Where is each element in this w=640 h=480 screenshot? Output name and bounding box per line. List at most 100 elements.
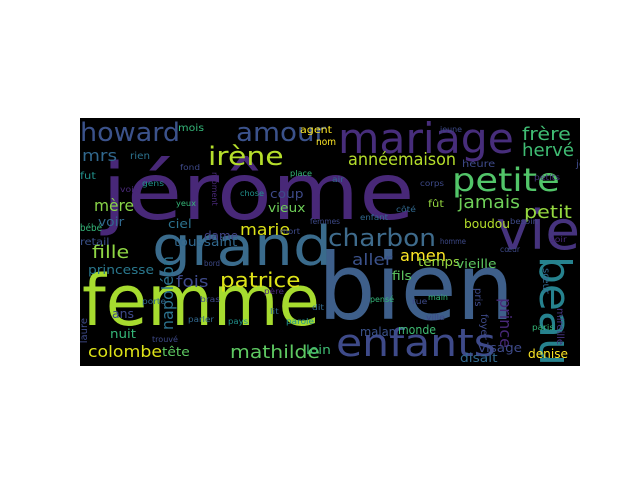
cloud-word-rien: rien: [130, 151, 150, 162]
cloud-word-soeur: sœur: [540, 268, 551, 294]
cloud-word-rue: rue: [412, 297, 428, 306]
cloud-word-enfant: enfant: [360, 213, 388, 222]
cloud-word-parole: parole: [286, 317, 315, 326]
cloud-word-jerome: jérôme: [102, 148, 415, 238]
cloud-word-bras: bras: [200, 295, 221, 304]
cloud-word-yeux: yeux: [176, 199, 196, 208]
cloud-word-air: air: [332, 175, 344, 184]
cloud-word-temps: temps: [418, 255, 460, 269]
cloud-word-corps: corps: [420, 179, 444, 188]
cloud-word-pris: pris: [472, 288, 483, 307]
cloud-word-paris: paris: [532, 323, 554, 332]
cloud-word-fond: fond: [180, 163, 201, 172]
cloud-word-vieux: vieux: [268, 201, 306, 215]
cloud-word-fils: fils: [392, 269, 412, 283]
cloud-word-disait: disait: [460, 351, 498, 365]
cloud-word-heure: heure: [462, 159, 496, 170]
cloud-word-place: place: [290, 169, 313, 178]
cloud-word-bien: bien: [318, 234, 515, 341]
cloud-word-loin: loin: [306, 343, 331, 357]
cloud-word-irene: irène: [208, 142, 284, 172]
cloud-word-jeune: jeune: [440, 125, 462, 134]
cloud-word-petits: petits: [534, 173, 561, 182]
cloud-word-nom: nom: [316, 137, 337, 148]
cloud-word-moment: moment: [210, 172, 219, 206]
cloud-word-amour: amour: [236, 118, 326, 148]
cloud-word-jour: jour: [576, 159, 580, 170]
cloud-word-lit: lit: [270, 307, 279, 316]
cloud-word-fut-accent: fût: [428, 199, 444, 210]
cloud-word-bord: bord: [204, 259, 221, 268]
cloud-word-mrs: mrs: [82, 146, 118, 165]
cloud-word-femme: femme: [82, 260, 321, 342]
cloud-word-aller: aller: [352, 250, 393, 269]
cloud-word-petit: petit: [524, 202, 572, 223]
cloud-word-parler: parler: [188, 315, 215, 324]
cloud-word-nuit: nuit: [110, 327, 136, 341]
cloud-word-toussaint: toussaint: [174, 235, 238, 249]
cloud-word-ciel: ciel: [168, 217, 192, 231]
cloud-word-coeur: cœur: [500, 245, 521, 254]
cloud-word-dame: dame: [204, 229, 239, 243]
cloud-word-grand: grand: [152, 215, 333, 278]
cloud-word-fille: fille: [92, 242, 130, 263]
cloud-word-amen: amen: [400, 246, 447, 265]
cloud-word-besoin: besoin: [510, 217, 538, 226]
cloud-word-soir: soir: [550, 235, 567, 244]
cloud-word-trouve: trouvé: [152, 335, 179, 344]
cloud-word-femmes: femmes: [310, 217, 340, 226]
cloud-word-boudou: boudou: [464, 217, 510, 231]
cloud-word-herve: hervé: [522, 140, 575, 161]
cloud-word-napoleon: napoléon: [158, 256, 177, 331]
cloud-word-mere: mère: [94, 196, 135, 215]
cloud-word-jamais: jamais: [458, 192, 520, 213]
cloud-word-annee: année: [348, 150, 398, 170]
cloud-word-coup: coup: [270, 187, 304, 201]
cloud-word-ville: ville: [426, 313, 445, 322]
cloud-word-mathilde: mathilde: [230, 342, 320, 363]
cloud-word-patrice: patrice: [220, 268, 301, 292]
cloud-word-dit: dit: [312, 303, 325, 312]
word-cloud: jérôme femme bien grand vie mariage enfa…: [80, 118, 580, 366]
cloud-word-pense: pensé: [370, 295, 395, 304]
cloud-word-malan: malan: [360, 325, 396, 339]
cloud-word-cote: côté: [396, 205, 416, 214]
cloud-word-colombe: colombe: [88, 342, 163, 361]
cloud-word-main: main: [428, 293, 448, 302]
cloud-word-pays: pays: [228, 317, 249, 326]
cloud-word-laure: laure: [80, 318, 90, 344]
cloud-word-pere: père: [264, 287, 284, 296]
cloud-word-charbon: charbon: [328, 224, 437, 252]
cloud-word-princesse: princesse: [88, 263, 154, 277]
cloud-word-retail: retail: [80, 237, 110, 248]
cloud-word-mireille: mireille: [554, 308, 565, 346]
cloud-word-homme: homme: [440, 237, 467, 246]
cloud-word-bebe: bébé: [80, 223, 102, 234]
cloud-word-porte: porte: [142, 297, 166, 306]
cloud-word-vieille: vieille: [456, 257, 497, 271]
cloud-word-tete: tête: [162, 345, 190, 359]
cloud-word-mariage: mariage: [338, 118, 514, 163]
cloud-word-monde: monde: [398, 323, 437, 337]
cloud-word-agent: agent: [300, 125, 333, 136]
cloud-word-denise: denise: [528, 347, 569, 361]
cloud-word-visage: visage: [478, 341, 523, 355]
cloud-word-gens: gens: [142, 179, 165, 188]
cloud-word-fois: fois: [176, 272, 209, 291]
cloud-word-marie: marie: [240, 220, 291, 239]
cloud-word-enfants: enfants: [336, 321, 496, 365]
cloud-word-vie: vie: [496, 199, 580, 262]
cloud-word-maison: maison: [398, 150, 457, 170]
cloud-word-chose: chose: [240, 189, 264, 198]
cloud-word-voir: voir: [98, 215, 125, 229]
cloud-word-petite: petite: [452, 161, 560, 199]
cloud-word-howard: howard: [80, 118, 180, 148]
cloud-word-mois: mois: [178, 123, 205, 134]
cloud-word-ans: ans: [112, 307, 135, 321]
cloud-word-fut: fut: [80, 171, 96, 182]
cloud-word-frere: frère: [522, 124, 571, 145]
cloud-word-foyer: foyer: [478, 314, 489, 340]
cloud-word-voix: voix: [120, 185, 140, 194]
cloud-word-mort: mort: [280, 227, 301, 236]
